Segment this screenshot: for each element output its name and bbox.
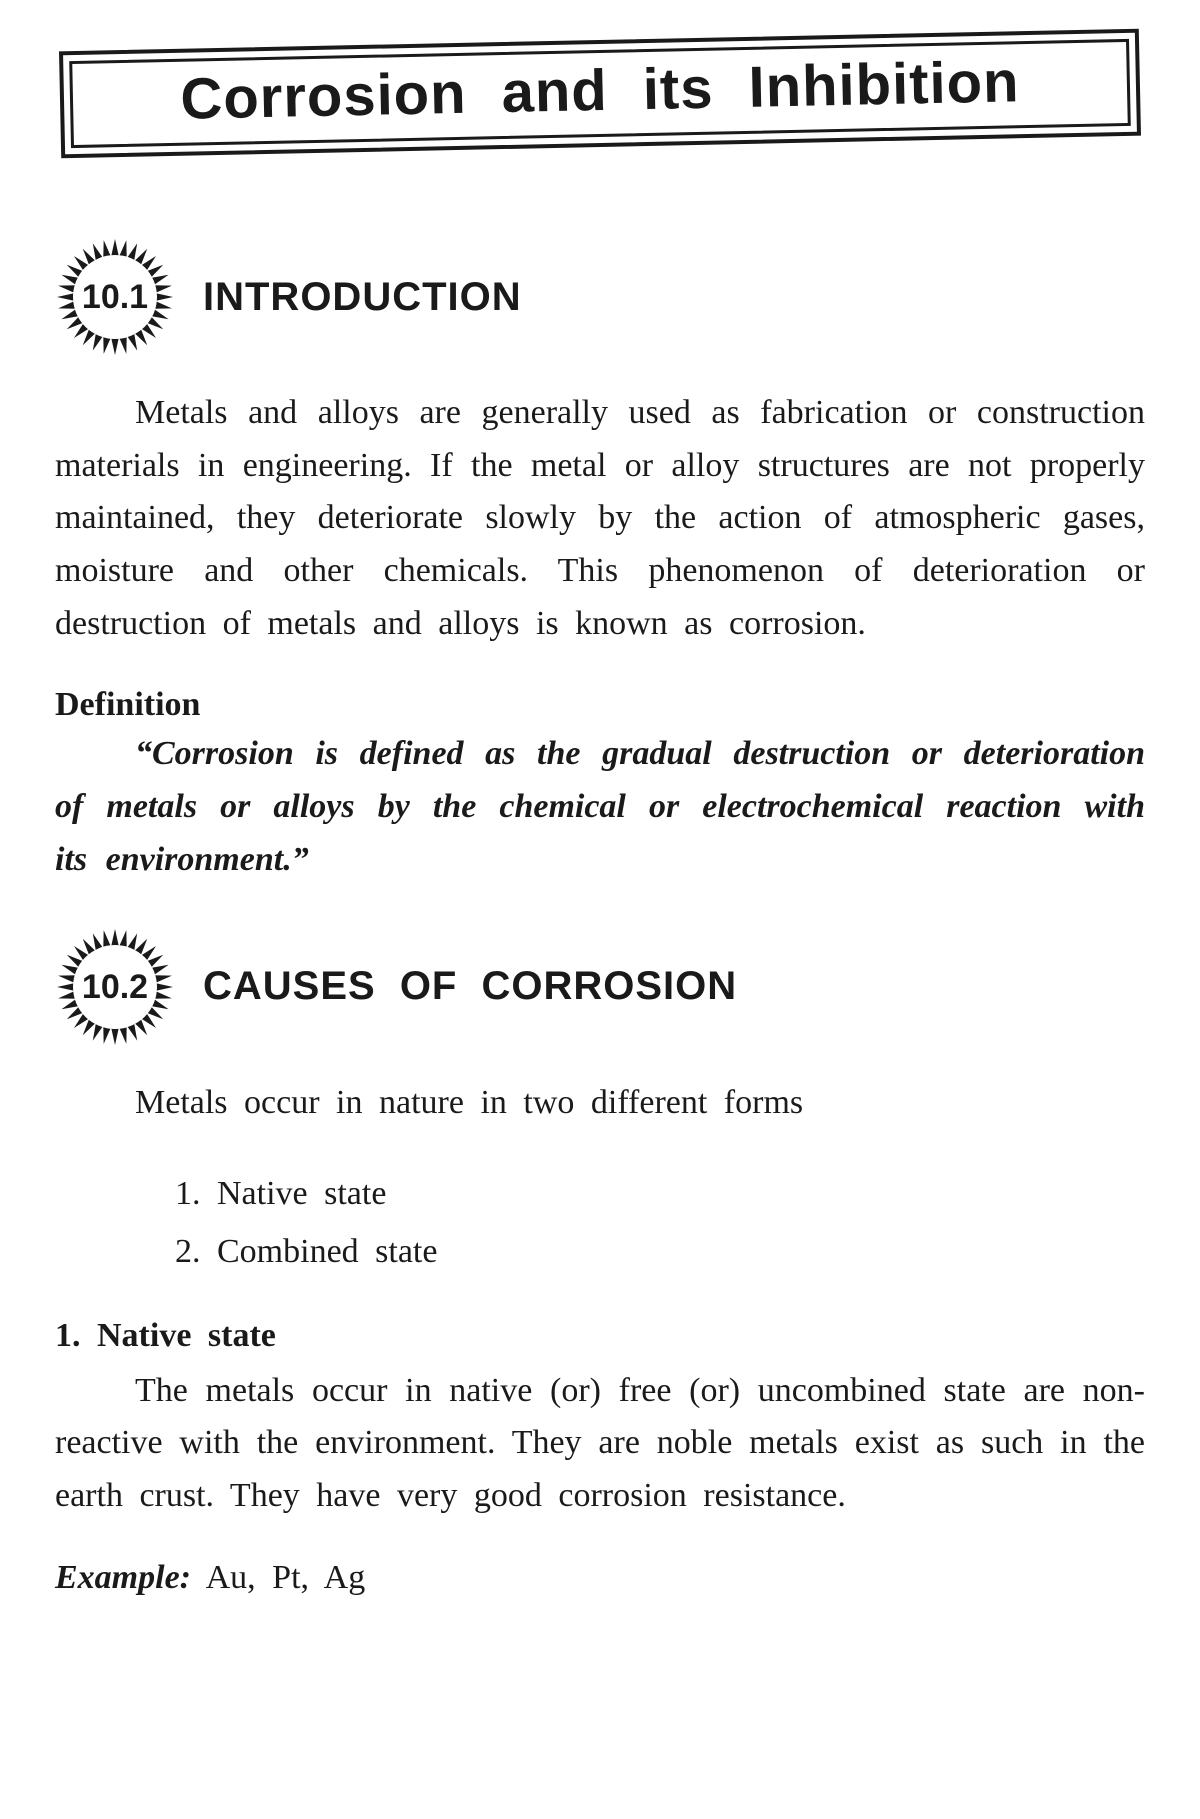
intro-paragraph: Metals and alloys are generally used as … bbox=[55, 387, 1145, 650]
section-heading: INTRODUCTION bbox=[203, 275, 522, 320]
native-state-paragraph: The metals occur in native (or) free (or… bbox=[55, 1365, 1145, 1523]
title-frame: Corrosion and its Inhibition bbox=[59, 29, 1141, 159]
definition-text: “Corrosion is defined as the gradual des… bbox=[55, 728, 1145, 886]
sunburst-badge: 10.2 bbox=[55, 927, 175, 1047]
example-label: Example: bbox=[55, 1559, 191, 1596]
example-line: Example: Au, Pt, Ag bbox=[55, 1559, 1145, 1597]
native-state-heading: 1. Native state bbox=[55, 1317, 1145, 1355]
section-number: 10.1 bbox=[82, 278, 148, 316]
causes-intro: Metals occur in nature in two different … bbox=[55, 1077, 1145, 1130]
section-heading: CAUSES OF CORROSION bbox=[203, 964, 737, 1009]
list-item: 2. Combined state bbox=[175, 1223, 1145, 1281]
section-number: 10.2 bbox=[82, 968, 148, 1006]
sunburst-badge: 10.1 bbox=[55, 237, 175, 357]
title-inner-frame: Corrosion and its Inhibition bbox=[69, 39, 1131, 148]
section-header-causes: 10.2 CAUSES OF CORROSION bbox=[55, 927, 1145, 1047]
example-value: Au, Pt, Ag bbox=[206, 1559, 366, 1596]
section-header-introduction: 10.1 INTRODUCTION bbox=[55, 237, 1145, 357]
forms-list: 1. Native state 2. Combined state bbox=[55, 1165, 1145, 1281]
list-item: 1. Native state bbox=[175, 1165, 1145, 1223]
page-title: Corrosion and its Inhibition bbox=[82, 46, 1117, 135]
definition-heading: Definition bbox=[55, 686, 1145, 724]
